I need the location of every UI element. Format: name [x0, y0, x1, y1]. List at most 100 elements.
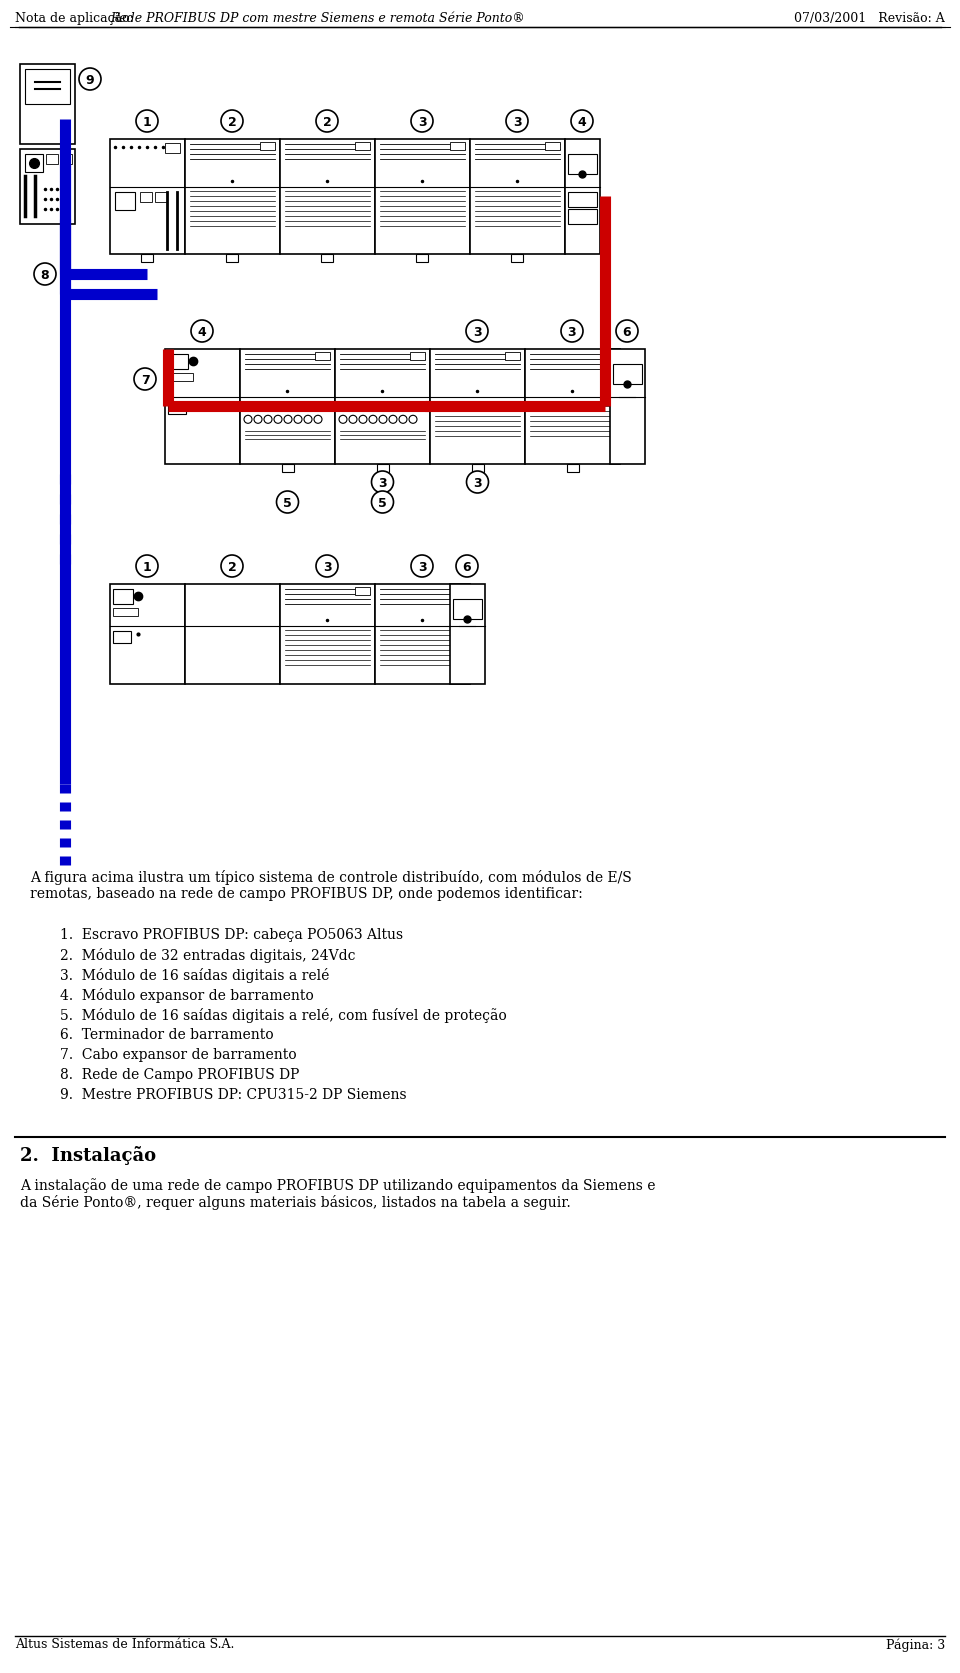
Bar: [226, 254, 238, 263]
Bar: [20, 65, 75, 146]
Bar: [46, 156, 58, 166]
Circle shape: [294, 405, 302, 412]
Bar: [280, 141, 375, 254]
Bar: [410, 353, 425, 361]
Circle shape: [389, 417, 397, 423]
Circle shape: [409, 405, 417, 412]
Bar: [110, 584, 185, 684]
Text: Rede PROFIBUS DP com mestre Siemens e remota Série Ponto®: Rede PROFIBUS DP com mestre Siemens e re…: [110, 12, 525, 25]
Text: 9.  Mestre PROFIBUS DP: CPU315-2 DP Siemens: 9. Mestre PROFIBUS DP: CPU315-2 DP Sieme…: [60, 1087, 407, 1101]
Circle shape: [456, 555, 478, 577]
Circle shape: [379, 417, 387, 423]
Bar: [60, 156, 72, 166]
Bar: [568, 156, 597, 176]
Circle shape: [244, 417, 252, 423]
Bar: [613, 365, 642, 385]
Bar: [113, 589, 133, 604]
Bar: [450, 142, 465, 151]
Bar: [165, 144, 180, 154]
Text: 3: 3: [472, 325, 481, 338]
Circle shape: [316, 555, 338, 577]
Bar: [25, 156, 43, 172]
Circle shape: [191, 321, 213, 343]
Bar: [568, 192, 597, 207]
Bar: [141, 254, 153, 263]
Bar: [375, 141, 470, 254]
Text: 4.  Módulo expansor de barramento: 4. Módulo expansor de barramento: [60, 987, 314, 1002]
Circle shape: [314, 405, 322, 412]
Bar: [565, 141, 600, 254]
Bar: [115, 192, 135, 211]
Bar: [566, 465, 579, 473]
Circle shape: [264, 417, 272, 423]
Circle shape: [314, 417, 322, 423]
Circle shape: [221, 555, 243, 577]
Bar: [335, 350, 430, 465]
Circle shape: [284, 417, 292, 423]
Text: Nota de aplicação:: Nota de aplicação:: [15, 12, 137, 25]
Bar: [376, 465, 389, 473]
Text: 8.  Rede de Campo PROFIBUS DP: 8. Rede de Campo PROFIBUS DP: [60, 1067, 300, 1081]
Circle shape: [274, 417, 282, 423]
Bar: [140, 192, 152, 202]
Text: 5: 5: [378, 497, 387, 509]
Text: A figura acima ilustra um típico sistema de controle distribuído, com módulos de: A figura acima ilustra um típico sistema…: [30, 870, 632, 900]
Text: 2.  Instalação: 2. Instalação: [20, 1146, 156, 1164]
Bar: [568, 211, 597, 226]
Circle shape: [389, 405, 397, 412]
Text: 5: 5: [283, 497, 292, 509]
Circle shape: [264, 405, 272, 412]
Circle shape: [369, 405, 377, 412]
Text: 1: 1: [143, 560, 152, 574]
Bar: [505, 353, 520, 361]
Bar: [168, 403, 186, 415]
Circle shape: [294, 417, 302, 423]
Bar: [168, 373, 193, 381]
Circle shape: [571, 110, 593, 132]
Circle shape: [244, 405, 252, 412]
Text: 3: 3: [418, 115, 426, 129]
Text: A instalação de uma rede de campo PROFIBUS DP utilizando equipamentos da Siemens: A instalação de uma rede de campo PROFIB…: [20, 1178, 656, 1210]
Text: 2: 2: [323, 115, 331, 129]
Text: 2: 2: [228, 560, 236, 574]
Circle shape: [411, 110, 433, 132]
Circle shape: [379, 405, 387, 412]
Text: 4: 4: [578, 115, 587, 129]
Text: 3: 3: [567, 325, 576, 338]
Circle shape: [616, 321, 638, 343]
Circle shape: [79, 69, 101, 90]
Bar: [375, 584, 470, 684]
Circle shape: [349, 417, 357, 423]
Circle shape: [304, 405, 312, 412]
Text: 6.  Terminador de barramento: 6. Terminador de barramento: [60, 1027, 274, 1041]
Bar: [450, 584, 485, 684]
Text: 2.  Módulo de 32 entradas digitais, 24Vdc: 2. Módulo de 32 entradas digitais, 24Vdc: [60, 947, 355, 962]
Text: 1: 1: [143, 115, 152, 129]
Bar: [168, 355, 188, 370]
Circle shape: [254, 405, 262, 412]
Circle shape: [136, 110, 158, 132]
Circle shape: [339, 405, 347, 412]
Bar: [355, 142, 370, 151]
Text: 6: 6: [463, 560, 471, 574]
Text: 3: 3: [418, 560, 426, 574]
Text: Página: 3: Página: 3: [886, 1638, 945, 1651]
Bar: [185, 141, 280, 254]
Circle shape: [254, 417, 262, 423]
Text: 07/03/2001   Revisão: A: 07/03/2001 Revisão: A: [794, 12, 945, 25]
Circle shape: [561, 321, 583, 343]
Bar: [321, 254, 333, 263]
Circle shape: [466, 321, 488, 343]
Text: Altus Sistemas de Informática S.A.: Altus Sistemas de Informática S.A.: [15, 1638, 234, 1651]
Bar: [600, 353, 615, 361]
Bar: [280, 584, 375, 684]
Circle shape: [136, 555, 158, 577]
Circle shape: [274, 405, 282, 412]
Bar: [470, 141, 565, 254]
Bar: [315, 353, 330, 361]
Circle shape: [359, 405, 367, 412]
Text: 3.  Módulo de 16 saídas digitais a relé: 3. Módulo de 16 saídas digitais a relé: [60, 967, 329, 982]
Bar: [355, 587, 370, 596]
Bar: [113, 632, 131, 644]
Circle shape: [506, 110, 528, 132]
